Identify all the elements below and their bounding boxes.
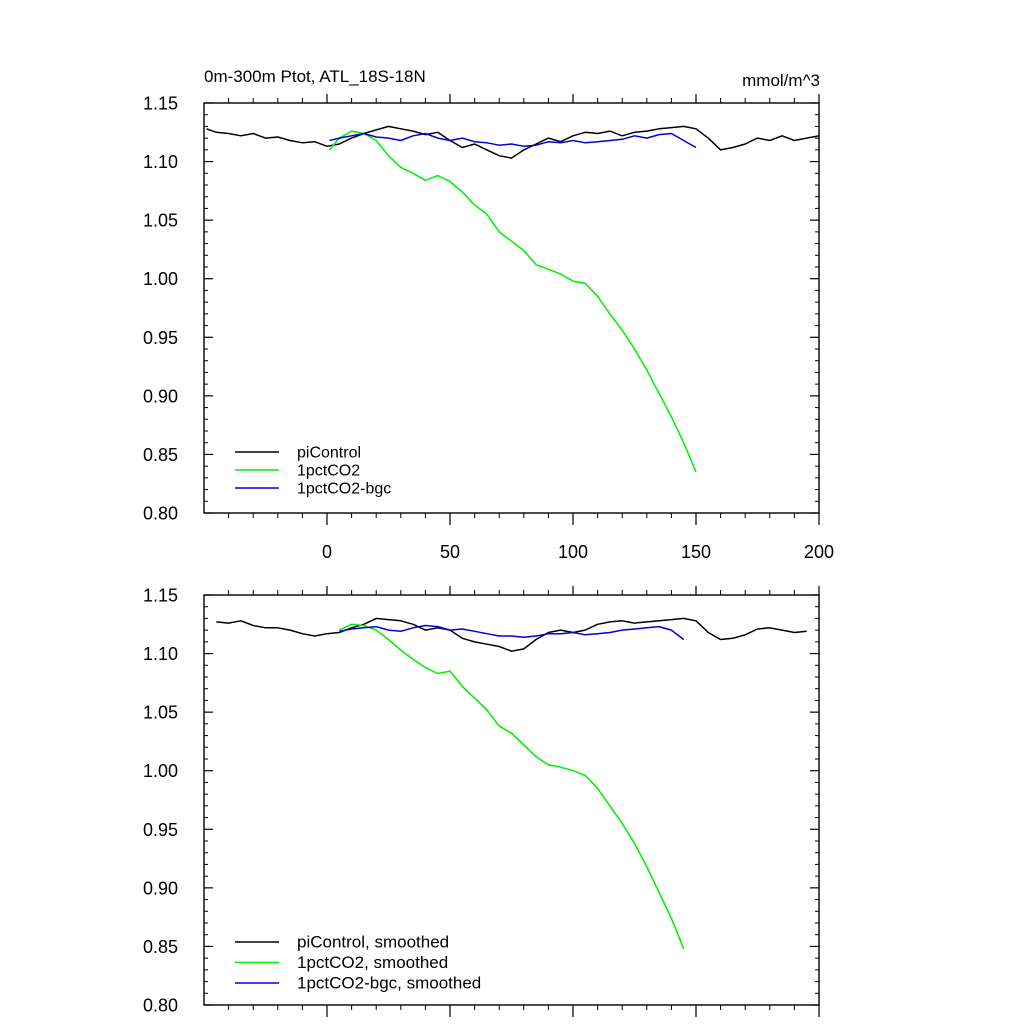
series-line-2 (339, 624, 685, 641)
y-tick-label: 1.15 (143, 586, 178, 606)
legend-label: 1pctCO2-bgc (297, 481, 391, 498)
y-tick-label: 1.00 (143, 761, 178, 781)
y-tick-label: 1.15 (143, 94, 178, 114)
y-tick-label: 0.95 (143, 328, 178, 348)
panel-top: 0m-300m Ptot, ATL_18S-18N mmol/m^3 0.800… (143, 67, 834, 562)
legend-label: 1pctCO2, smoothed (297, 953, 448, 972)
series-line-1 (328, 130, 697, 473)
y-tick-label: 1.10 (143, 644, 178, 664)
x-tick-label: 0 (322, 542, 332, 562)
y-tick-label: 0.95 (143, 820, 178, 840)
y-tick-label: 1.05 (143, 703, 178, 723)
y-tick-label: 0.85 (143, 937, 178, 957)
y-tick-label: 1.00 (143, 269, 178, 289)
series-line-1 (338, 623, 685, 950)
y-tick-label: 0.90 (143, 386, 178, 406)
series-layer-bottom (216, 617, 807, 950)
legend-label: piControl (297, 445, 361, 462)
x-tick-label: 100 (558, 542, 588, 562)
series-layer-top (206, 125, 820, 473)
series-line-0 (206, 125, 820, 159)
axes-layer-bottom: 0.80 0.85 0.90 0.95 1.00 1.05 1.10 1.15 (143, 586, 820, 1017)
y-tick-label: 0.80 (143, 504, 178, 524)
y-tick-label: 1.10 (143, 152, 178, 172)
chart-title: 0m-300m Ptot, ATL_18S-18N (204, 67, 426, 86)
x-tick-label: 200 (804, 542, 834, 562)
plot-frame-bottom (203, 594, 820, 1006)
legend-label: 1pctCO2-bgc, smoothed (297, 974, 481, 993)
units-label: mmol/m^3 (742, 71, 820, 90)
y-tick-label: 0.80 (143, 996, 178, 1016)
legend-label: piControl, smoothed (297, 933, 449, 952)
y-tick-label: 0.90 (143, 878, 178, 898)
series-line-2 (329, 132, 697, 149)
x-tick-label: 50 (440, 542, 460, 562)
y-tick-label: 0.85 (143, 445, 178, 465)
panel-bottom: 0.80 0.85 0.90 0.95 1.00 1.05 1.10 1.15 piContr… (143, 586, 820, 1017)
y-tick-label: 1.05 (143, 211, 178, 231)
axes-layer-top: 0.80 0.85 0.90 0.95 1.00 1.05 1.10 1.15 0 50 100 15… (143, 94, 834, 563)
plot-frame-top (203, 102, 820, 514)
x-tick-label: 150 (681, 542, 711, 562)
legend-label: 1pctCO2 (297, 463, 360, 480)
series-line-0 (216, 617, 807, 652)
